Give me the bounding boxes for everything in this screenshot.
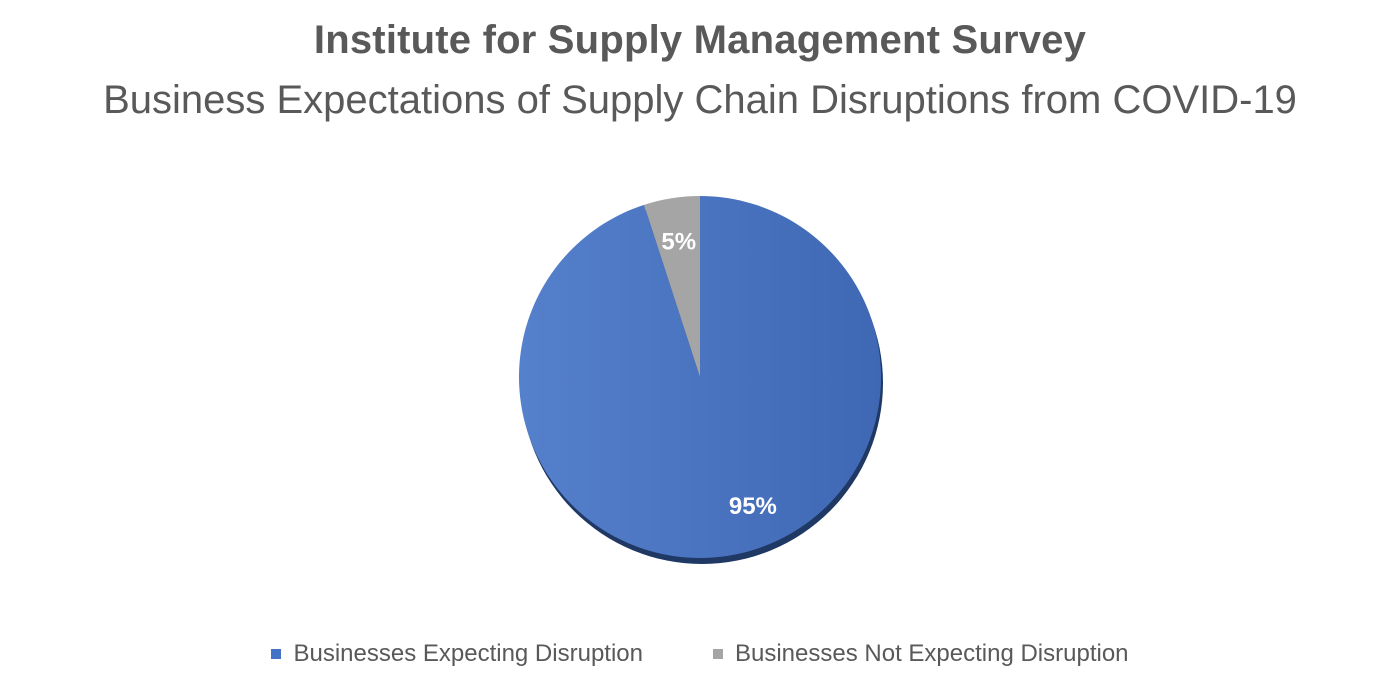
legend-swatch-expecting [271, 649, 282, 659]
chart-subtitle: Business Expectations of Supply Chain Di… [103, 78, 1297, 122]
chart-legend: Businesses Expecting Disruption Business… [0, 640, 1400, 668]
slice-not-expecting-disruption [644, 196, 700, 377]
legend-label-not-expecting: Businesses Not Expecting Disruption [734, 640, 1129, 667]
legend-item-not-expecting: Businesses Not Expecting Disruption [712, 640, 1129, 668]
legend-item-expecting: Businesses Expecting Disruption [271, 640, 643, 668]
chart-title: Institute for Supply Management Survey [313, 18, 1087, 62]
data-label-expecting: 95% [729, 493, 777, 520]
data-label-not-expecting: 5% [661, 228, 696, 255]
legend-swatch-not-expecting [712, 649, 723, 659]
legend-label-expecting: Businesses Expecting Disruption [293, 640, 643, 667]
